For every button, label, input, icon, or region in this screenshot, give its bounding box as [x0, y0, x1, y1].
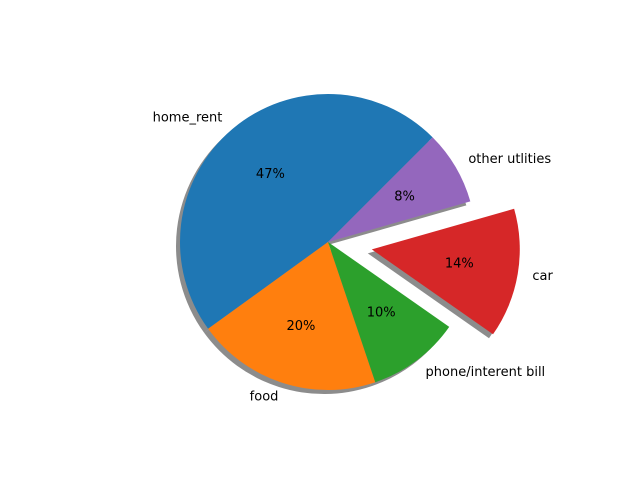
- pie-percent-label-food: 20%: [287, 319, 316, 334]
- pie-category-label-phone-interent-bill: phone/interent bill: [426, 365, 546, 380]
- pie-percent-label-car: 14%: [445, 257, 474, 272]
- pie-slice-phone-interent-bill: [328, 242, 450, 383]
- pie-slice-other-utlities: [328, 137, 471, 242]
- pie-percent-label-home-rent: 47%: [256, 167, 285, 182]
- pie-category-label-other-utlities: other utlities: [468, 152, 551, 167]
- pie-percent-label-other-utlities: 8%: [394, 189, 415, 204]
- pie-slice-car: [371, 208, 520, 335]
- pie-category-label-food: food: [250, 390, 279, 405]
- pie-percent-label-phone-interent-bill: 10%: [367, 306, 396, 321]
- pie-category-label-home-rent: home_rent: [153, 111, 223, 126]
- pie-category-label-car: car: [532, 269, 553, 284]
- label-layer: 47% home_rent 20% food 10% phone/interent bil…: [153, 111, 554, 405]
- pie-slice-home-rent: [179, 93, 433, 329]
- wedge-layer: [179, 93, 520, 390]
- pie-slice-food: [208, 242, 376, 390]
